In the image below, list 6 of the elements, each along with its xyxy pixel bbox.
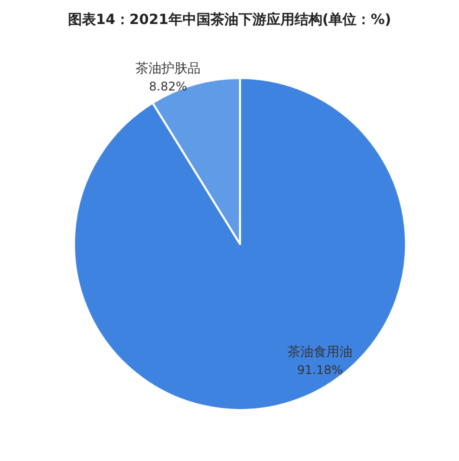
chart-title: 图表14：2021年中国茶油下游应用结构(单位：%) [68,11,392,28]
data-label: 91.18% [297,363,343,377]
slice-label: 茶油护肤品 [136,62,201,77]
pie-slice [73,77,407,411]
slice-label: 茶油食用油 [288,345,352,360]
data-label: 8.82% [149,80,188,94]
